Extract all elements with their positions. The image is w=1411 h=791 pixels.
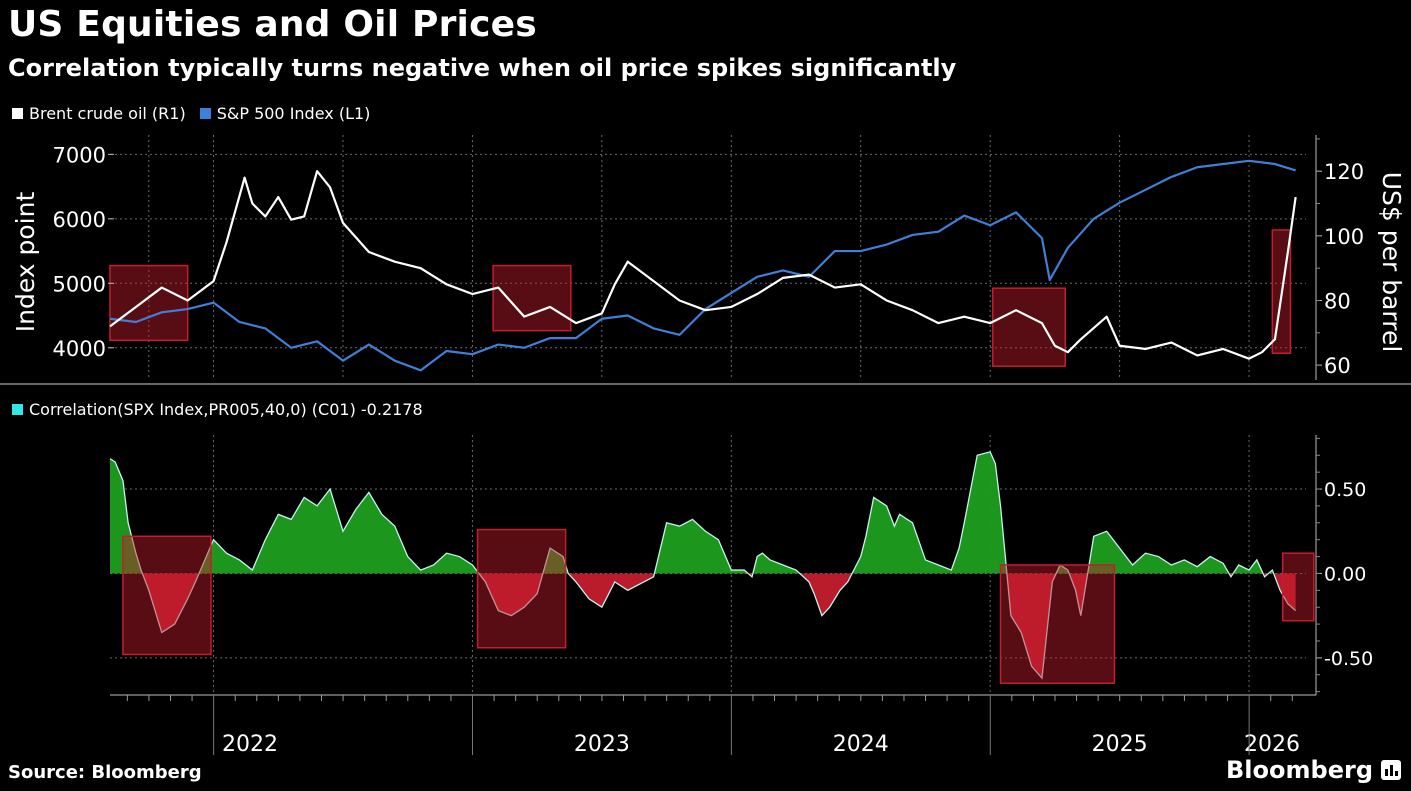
correlation-area-positive <box>752 553 800 574</box>
highlight-box-bottom <box>1281 552 1315 622</box>
chart-subtitle: Correlation typically turns negative whe… <box>8 54 957 82</box>
correlation-area-positive <box>852 451 1007 574</box>
legend-label-correlation: Correlation(SPX Index,PR005,40,0) (C01) … <box>29 400 423 419</box>
legend-swatch-correlation <box>12 404 23 415</box>
y-left-axis-title: Index point <box>11 192 40 333</box>
y-right-tick-label: 120 <box>1324 160 1364 184</box>
correlation-area-negative <box>142 573 200 633</box>
bloomberg-logo-icon <box>1381 760 1401 780</box>
legend-swatch-spx <box>199 108 211 119</box>
legend-swatch-brent <box>12 108 23 119</box>
correlation-line <box>109 451 1297 680</box>
y-right-axis-title: US$ per barrel <box>1377 172 1406 353</box>
correlation-area-positive <box>542 548 569 574</box>
y-left-tick-label: 4000 <box>53 337 106 361</box>
y-corr-tick-label: 0.00 <box>1324 563 1366 585</box>
correlation-area-positive <box>110 458 143 574</box>
brent-line <box>109 170 1297 360</box>
correlation-area-positive <box>199 489 479 574</box>
brand-name: Bloomberg <box>1226 756 1373 784</box>
y-right-tick-label: 80 <box>1324 289 1351 313</box>
legend-label-brent: Brent crude oil (R1) <box>29 104 186 123</box>
brand-mark: Bloomberg <box>1226 756 1401 784</box>
y-left-tick-label: 7000 <box>53 143 106 167</box>
highlight-box-bottom <box>476 528 567 649</box>
highlight-box-top <box>492 264 572 332</box>
y-corr-tick-label: -0.50 <box>1324 648 1373 670</box>
correlation-area-negative <box>799 573 853 616</box>
spx-line <box>109 159 1296 372</box>
x-tick-label: 2024 <box>833 732 889 757</box>
y-right-tick-label: 60 <box>1324 354 1351 378</box>
y-corr-tick-label: 0.50 <box>1324 479 1366 501</box>
y-left-tick-label: 5000 <box>53 272 106 296</box>
x-tick-label: 2026 <box>1244 732 1300 757</box>
legend-top: Brent crude oil (R1) S&P 500 Index (L1) <box>12 104 370 123</box>
highlight-box-top <box>109 264 189 342</box>
highlight-box-bottom <box>999 564 1116 684</box>
source-note: Source: Bloomberg <box>8 762 202 783</box>
legend-label-spx: S&P 500 Index (L1) <box>216 104 371 123</box>
correlation-area-positive <box>1087 531 1229 574</box>
legend-bottom: Correlation(SPX Index,PR005,40,0) (C01) … <box>12 400 423 419</box>
correlation-area-negative <box>478 573 543 616</box>
highlight-box-bottom <box>122 535 212 656</box>
highlight-box-top <box>992 287 1066 367</box>
x-tick-label: 2022 <box>222 732 278 757</box>
chart-title: US Equities and Oil Prices <box>8 4 537 45</box>
correlation-area-positive <box>654 519 749 574</box>
correlation-area-negative <box>1006 573 1057 679</box>
y-left-tick-label: 6000 <box>53 208 106 232</box>
correlation-area-negative <box>1273 573 1296 611</box>
correlation-area-positive <box>1233 559 1264 574</box>
x-tick-label: 2025 <box>1092 732 1148 757</box>
x-tick-label: 2023 <box>574 732 630 757</box>
correlation-area-negative <box>568 573 655 608</box>
y-right-tick-label: 100 <box>1324 225 1364 249</box>
